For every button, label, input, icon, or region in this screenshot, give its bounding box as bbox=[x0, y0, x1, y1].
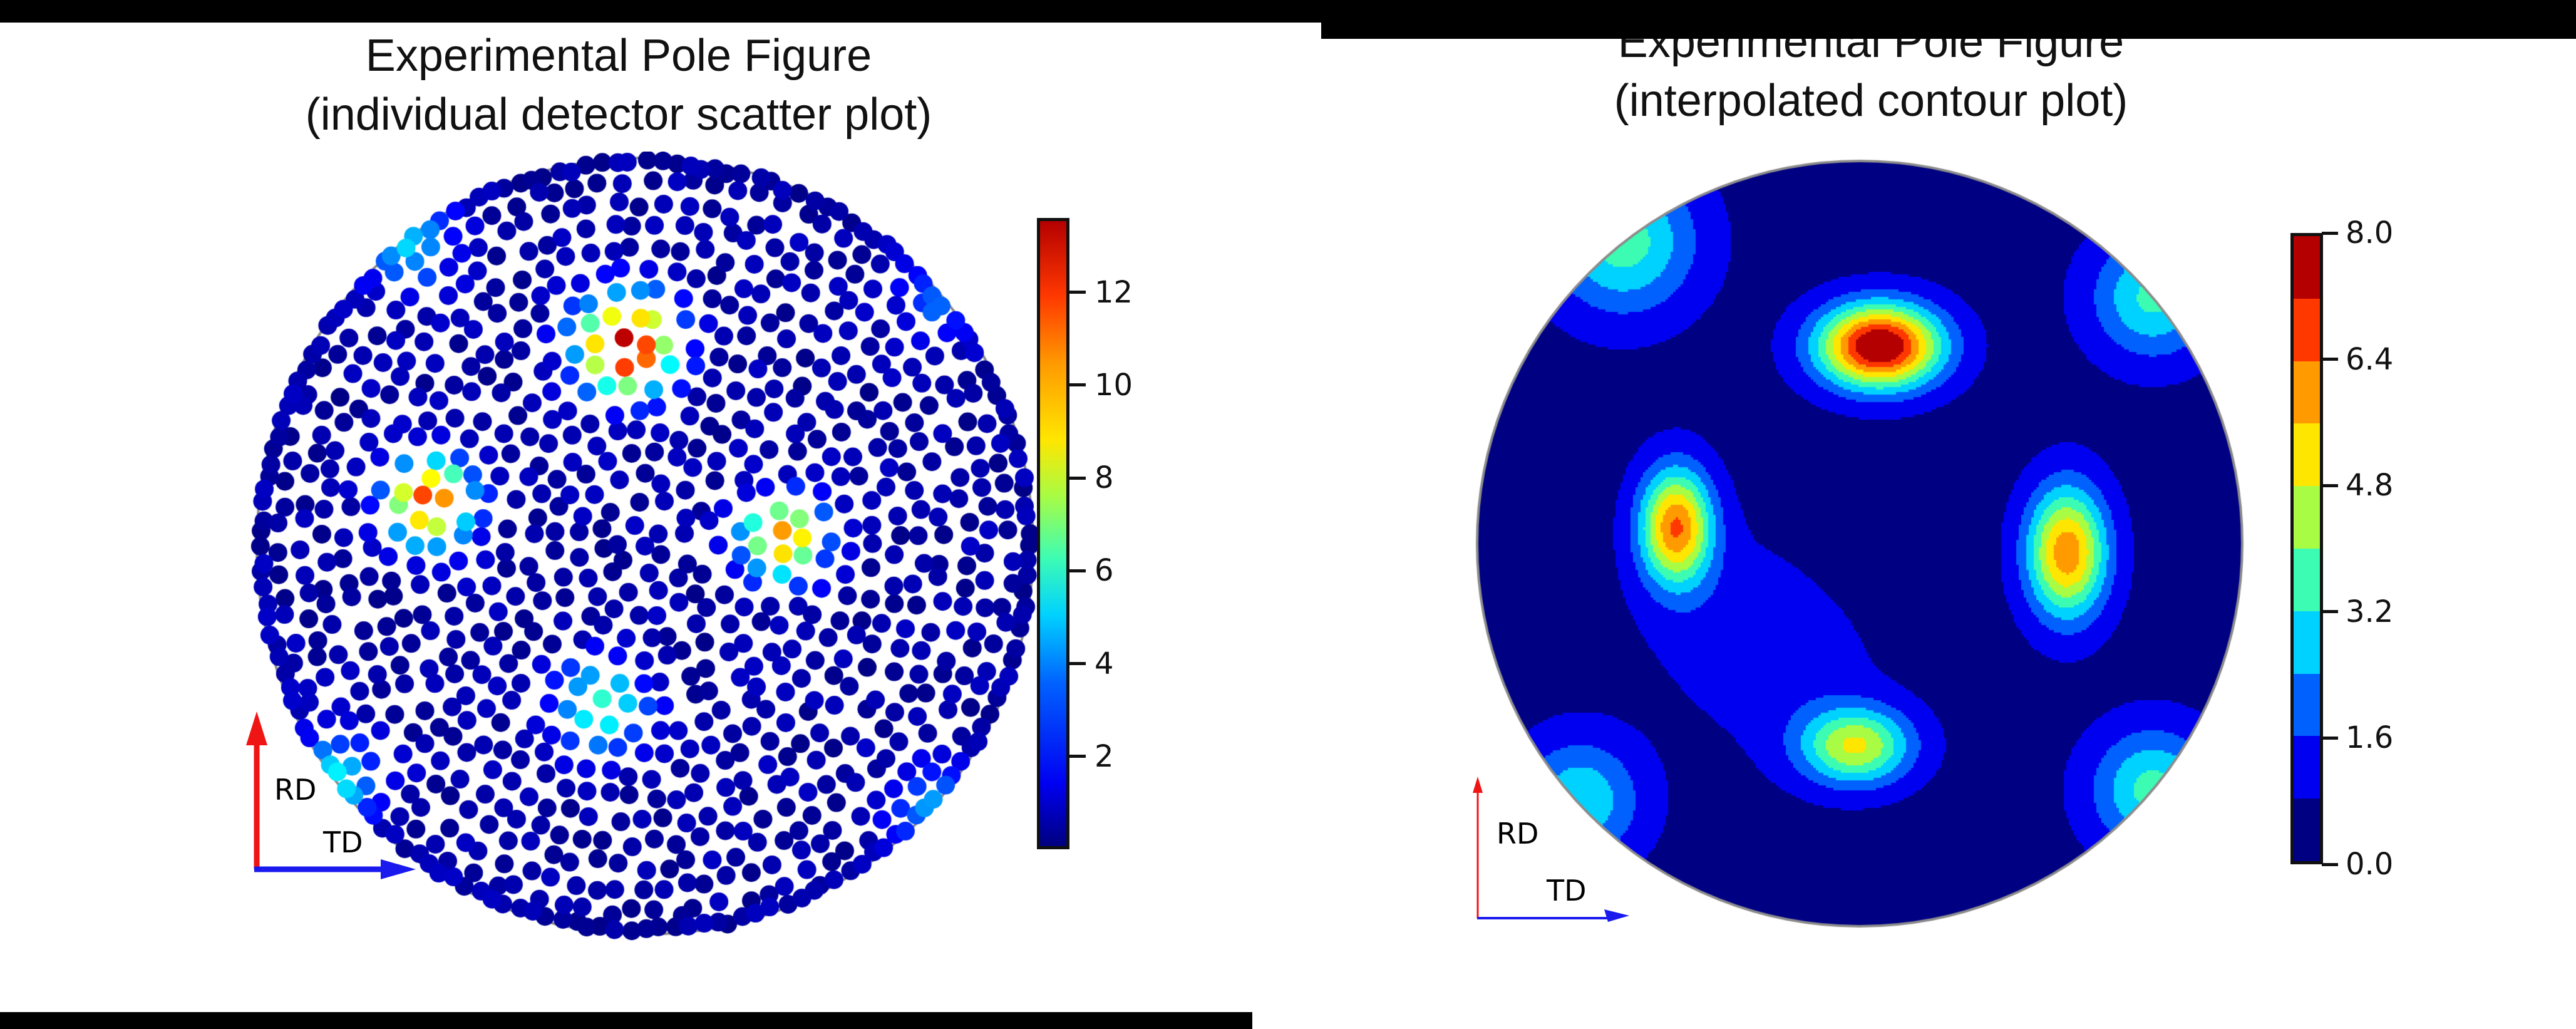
rd-arrow-head-icon bbox=[246, 711, 267, 745]
contour-colorbar-band bbox=[2294, 486, 2320, 549]
scatter-pole-figure-plot bbox=[250, 152, 1039, 941]
colorbar-tick-mark bbox=[2322, 736, 2338, 740]
contour-colorbar-band bbox=[2294, 361, 2320, 424]
contour-colorbar-band bbox=[2294, 673, 2320, 737]
colorbar-tick-mark bbox=[1069, 291, 1086, 294]
colorbar-tick-label: 3.2 bbox=[2346, 594, 2394, 629]
contour-colorbar-band bbox=[2294, 799, 2320, 861]
contour-colorbar bbox=[2290, 233, 2323, 864]
contour-colorbar-band bbox=[2294, 548, 2320, 611]
scatter-colorbar bbox=[1037, 218, 1069, 849]
contour-colorbar-band bbox=[2294, 298, 2320, 361]
scatter-title-line2: (individual detector scatter plot) bbox=[305, 90, 932, 140]
scatter-td-label: TD bbox=[323, 825, 363, 859]
colorbar-tick-mark bbox=[1069, 383, 1086, 387]
contour-colorbar-band bbox=[2294, 736, 2320, 799]
colorbar-tick-mark bbox=[2322, 483, 2338, 487]
scatter-panel-title: Experimental Pole Figure (individual det… bbox=[180, 26, 1057, 144]
contour-rd-td-axes bbox=[1473, 777, 1629, 922]
colorbar-tick-label: 4 bbox=[1095, 646, 1114, 681]
contour-pole-figure-plot bbox=[1470, 154, 2249, 933]
contour-colorbar-band bbox=[2294, 611, 2320, 674]
colorbar-tick-mark bbox=[1069, 569, 1086, 572]
contour-title-line2: (interpolated contour plot) bbox=[1614, 76, 2128, 126]
colorbar-tick-label: 6.4 bbox=[2346, 341, 2394, 377]
colorbar-tick-label: 6 bbox=[1095, 553, 1114, 589]
colorbar-tick-label: 0.0 bbox=[2346, 847, 2394, 882]
colorbar-tick-mark bbox=[1069, 755, 1086, 758]
colorbar-tick-label: 12 bbox=[1095, 274, 1133, 310]
colorbar-tick-label: 2 bbox=[1095, 738, 1114, 774]
colorbar-tick-label: 8.0 bbox=[2346, 215, 2394, 251]
colorbar-tick-mark bbox=[1069, 476, 1086, 480]
scatter-rd-label: RD bbox=[274, 773, 317, 807]
contour-colorbar-band bbox=[2294, 423, 2320, 487]
top-right-black-bar bbox=[1321, 0, 2576, 39]
scatter-title-line1: Experimental Pole Figure bbox=[365, 31, 872, 81]
colorbar-tick-mark bbox=[2322, 862, 2338, 866]
rd-arrow-head-icon bbox=[1473, 777, 1483, 793]
colorbar-tick-label: 8 bbox=[1095, 460, 1114, 496]
colorbar-tick-mark bbox=[2322, 231, 2338, 235]
colorbar-tick-mark bbox=[2322, 610, 2338, 614]
td-arrow-head-icon bbox=[1604, 909, 1629, 922]
contour-td-label: TD bbox=[1547, 874, 1587, 907]
colorbar-tick-mark bbox=[2322, 358, 2338, 361]
contour-colorbar-band bbox=[2294, 236, 2320, 299]
colorbar-tick-label: 4.8 bbox=[2346, 468, 2394, 504]
colorbar-tick-mark bbox=[1069, 662, 1086, 666]
td-arrow-head-icon bbox=[381, 859, 416, 879]
scatter-rd-td-axes bbox=[246, 711, 416, 879]
bottom-left-black-bar bbox=[0, 1012, 1252, 1029]
colorbar-tick-label: 1.6 bbox=[2346, 720, 2394, 756]
colorbar-tick-label: 10 bbox=[1095, 367, 1133, 403]
contour-rd-label: RD bbox=[1497, 817, 1539, 851]
